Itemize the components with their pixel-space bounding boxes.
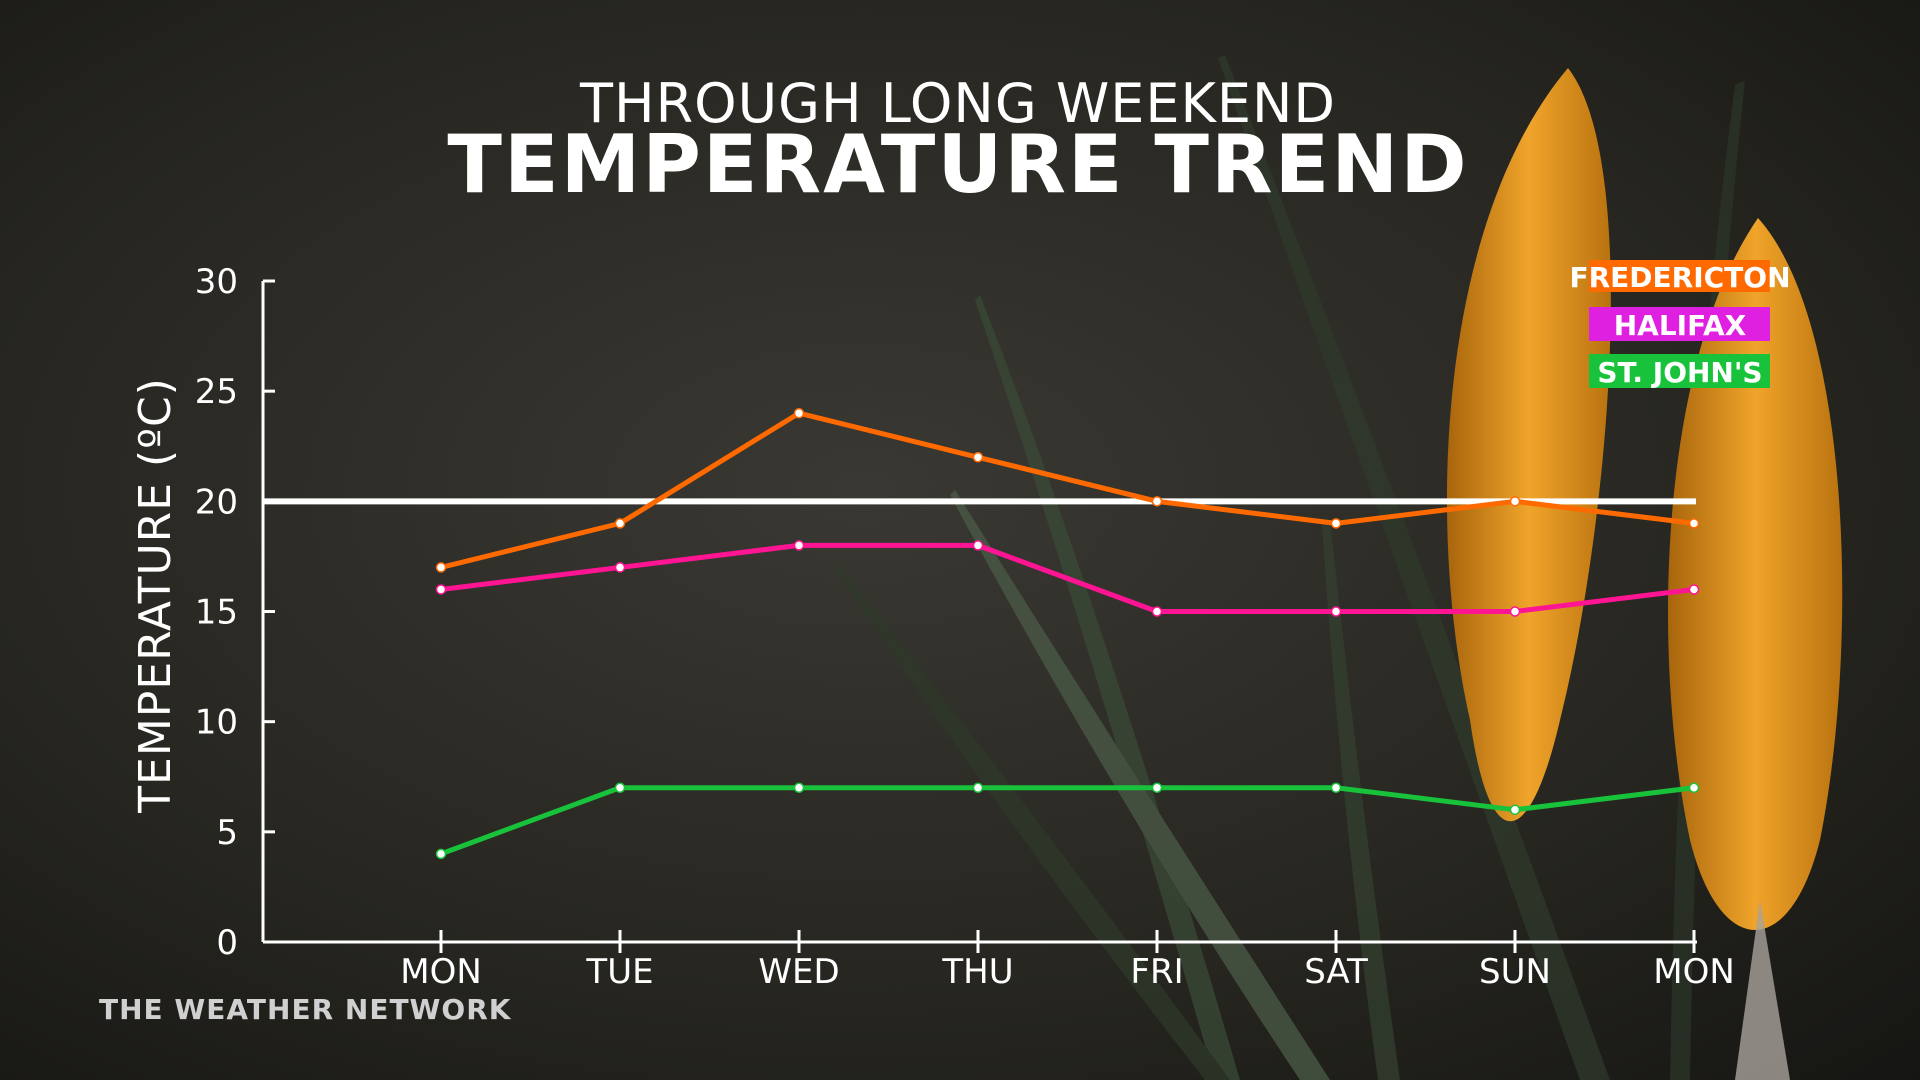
legend-label-halifax: HALIFAX (1614, 309, 1747, 342)
x-tick-label: SAT (1304, 952, 1368, 992)
legend-swatch-st-johns (1589, 354, 1770, 388)
y-tick-label: 0 (216, 923, 238, 963)
data-point-st-john-s (1509, 804, 1521, 816)
x-tick-label: FRI (1130, 952, 1183, 992)
chart-title: TEMPERATURE TREND (447, 118, 1468, 211)
series-line-halifax (438, 542, 1697, 614)
data-point-st-john-s (435, 848, 447, 860)
brand-logo-text: THE WEATHER NETWORK (99, 993, 512, 1026)
legend: FREDERICTON HALIFAX ST. JOHN'S (1569, 260, 1791, 389)
data-point-st-john-s (1330, 782, 1342, 794)
series-line-fredericton (438, 410, 1697, 570)
y-tick-label: 5 (216, 813, 238, 853)
y-tick-label: 25 (195, 372, 238, 412)
data-point-halifax (1509, 606, 1521, 617)
x-tick-label: TUE (585, 952, 653, 992)
x-tick-label: THU (941, 952, 1013, 992)
y-tick-label: 10 (195, 703, 238, 743)
series-line-st-john-s (438, 785, 1697, 857)
y-tick-label: 15 (195, 593, 238, 633)
legend-swatch-fredericton (1589, 260, 1770, 292)
legend-swatch-halifax (1589, 307, 1770, 341)
data-point-st-john-s (1151, 782, 1163, 794)
data-point-fredericton (1330, 518, 1342, 529)
data-point-fredericton (793, 407, 805, 419)
x-axis-ticks: MON TUE WED THU FRI SAT SUN MON (400, 930, 1735, 992)
data-point-halifax (972, 540, 984, 551)
x-tick-label: MON (1653, 952, 1735, 992)
data-point-st-john-s (793, 782, 805, 794)
data-point-halifax (435, 584, 447, 595)
legend-item-halifax: HALIFAX (1589, 307, 1770, 342)
data-point-st-john-s (614, 782, 626, 794)
legend-label-st-johns: ST. JOHN'S (1597, 356, 1762, 389)
data-point-st-john-s (1688, 782, 1700, 794)
data-point-fredericton (1509, 496, 1521, 507)
data-point-halifax (614, 562, 626, 573)
grass-blades (835, 55, 1745, 1080)
legend-item-st-johns: ST. JOHN'S (1589, 354, 1770, 389)
y-axis-ticks: 0 5 10 15 20 25 30 (195, 262, 275, 963)
data-point-halifax (793, 540, 805, 551)
legend-item-fredericton: FREDERICTON (1569, 260, 1791, 294)
data-point-fredericton (614, 518, 626, 529)
data-point-fredericton (435, 562, 447, 573)
series-group (435, 407, 1700, 860)
data-point-halifax (1688, 584, 1700, 595)
data-point-fredericton (972, 452, 984, 463)
data-point-halifax (1151, 606, 1163, 617)
x-tick-label: WED (758, 952, 839, 992)
legend-label-fredericton: FREDERICTON (1569, 261, 1790, 294)
data-point-halifax (1330, 606, 1342, 617)
x-tick-label: SUN (1479, 952, 1551, 992)
y-tick-label: 20 (195, 482, 238, 522)
chart-subtitle: THROUGH LONG WEEKEND (579, 72, 1336, 135)
data-point-fredericton (1688, 518, 1700, 529)
data-point-st-john-s (972, 782, 984, 794)
y-tick-label: 30 (195, 262, 238, 302)
y-axis-label: TEMPERATURE (ºC) (130, 377, 181, 814)
data-point-fredericton (1151, 496, 1163, 507)
x-tick-label: MON (400, 952, 482, 992)
crocus-flowers (1446, 68, 1843, 1080)
